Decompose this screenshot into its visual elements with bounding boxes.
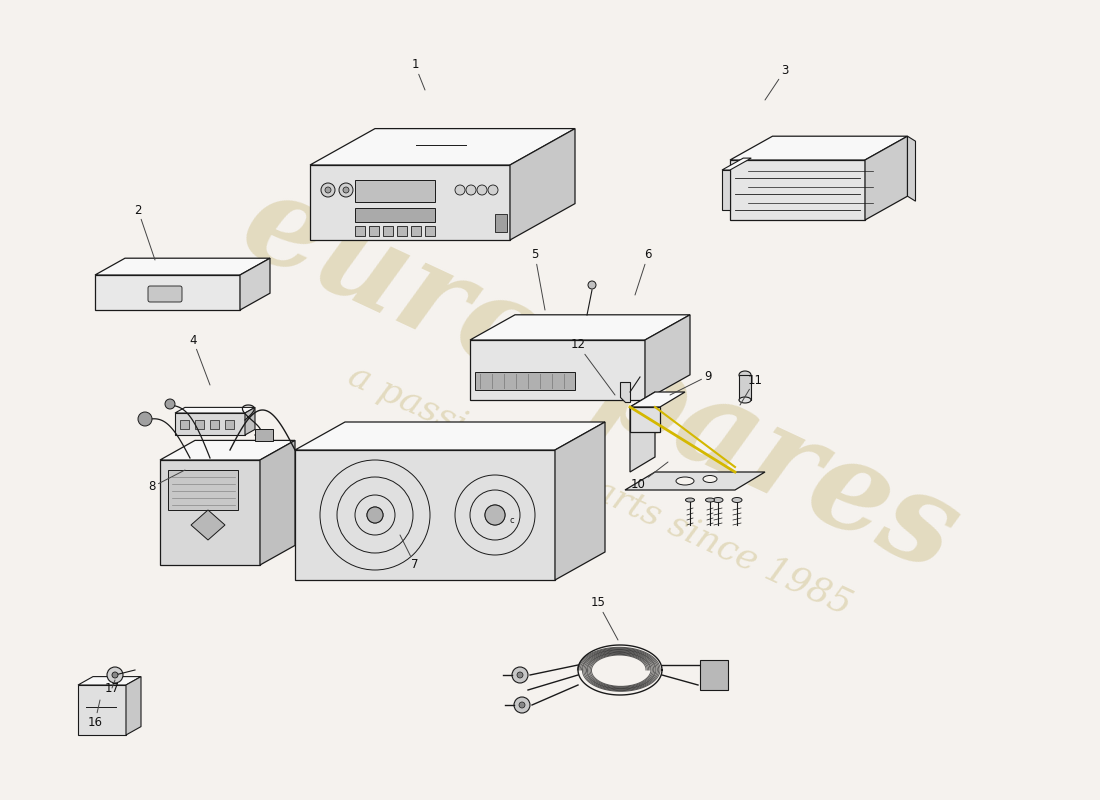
Circle shape [455, 185, 465, 195]
FancyBboxPatch shape [195, 420, 204, 429]
FancyBboxPatch shape [397, 226, 407, 236]
FancyBboxPatch shape [168, 470, 238, 510]
Polygon shape [620, 382, 630, 402]
Text: 11: 11 [740, 374, 762, 405]
FancyBboxPatch shape [383, 226, 393, 236]
Circle shape [517, 672, 522, 678]
FancyBboxPatch shape [495, 214, 507, 232]
Polygon shape [722, 158, 751, 170]
FancyBboxPatch shape [148, 286, 182, 302]
Circle shape [112, 672, 118, 678]
Text: 5: 5 [531, 249, 544, 310]
Ellipse shape [676, 477, 694, 485]
Text: 3: 3 [764, 63, 789, 100]
Text: 7: 7 [400, 535, 419, 571]
Polygon shape [175, 413, 245, 435]
Text: 6: 6 [635, 249, 651, 295]
Ellipse shape [703, 475, 717, 482]
Circle shape [165, 399, 175, 409]
Polygon shape [191, 510, 225, 540]
Polygon shape [470, 340, 645, 400]
Polygon shape [630, 392, 685, 407]
Polygon shape [95, 275, 240, 310]
FancyBboxPatch shape [255, 429, 273, 441]
Text: 17: 17 [104, 680, 120, 694]
Circle shape [588, 281, 596, 289]
FancyBboxPatch shape [226, 420, 234, 429]
Text: c: c [510, 516, 515, 525]
Polygon shape [556, 422, 605, 580]
Text: 9: 9 [670, 370, 712, 395]
Text: 4: 4 [189, 334, 210, 385]
Polygon shape [95, 258, 270, 275]
Circle shape [321, 183, 336, 197]
Circle shape [466, 185, 476, 195]
Polygon shape [630, 407, 660, 432]
Polygon shape [310, 129, 575, 165]
Polygon shape [160, 460, 260, 565]
Polygon shape [510, 129, 575, 240]
Ellipse shape [705, 498, 715, 502]
Bar [739, 375, 751, 400]
Polygon shape [240, 258, 270, 310]
Ellipse shape [739, 371, 751, 379]
Text: 15: 15 [591, 597, 618, 640]
Circle shape [485, 505, 505, 525]
Polygon shape [722, 170, 730, 210]
Polygon shape [295, 450, 556, 580]
Text: 12: 12 [571, 338, 615, 395]
Polygon shape [470, 314, 690, 340]
Circle shape [138, 412, 152, 426]
Circle shape [339, 183, 353, 197]
FancyBboxPatch shape [475, 372, 575, 390]
Polygon shape [126, 677, 141, 735]
Polygon shape [908, 136, 915, 202]
FancyBboxPatch shape [355, 180, 434, 202]
Ellipse shape [739, 397, 751, 403]
Ellipse shape [685, 498, 694, 502]
Circle shape [512, 667, 528, 683]
Polygon shape [730, 160, 865, 220]
Circle shape [477, 185, 487, 195]
FancyBboxPatch shape [355, 226, 365, 236]
Circle shape [367, 507, 383, 523]
Circle shape [324, 187, 331, 193]
FancyBboxPatch shape [368, 226, 379, 236]
Text: 16: 16 [88, 700, 102, 729]
Circle shape [488, 185, 498, 195]
FancyBboxPatch shape [180, 420, 189, 429]
Polygon shape [160, 440, 295, 460]
Circle shape [514, 697, 530, 713]
Circle shape [343, 187, 349, 193]
Polygon shape [295, 422, 605, 450]
Text: 1: 1 [411, 58, 425, 90]
Text: 10: 10 [630, 462, 668, 491]
FancyBboxPatch shape [700, 660, 728, 690]
FancyBboxPatch shape [411, 226, 421, 236]
Text: 2: 2 [134, 203, 155, 260]
Text: a passion for parts since 1985: a passion for parts since 1985 [343, 358, 857, 622]
Polygon shape [310, 165, 510, 240]
Text: 8: 8 [148, 470, 185, 494]
FancyBboxPatch shape [210, 420, 219, 429]
Polygon shape [645, 314, 690, 400]
Polygon shape [78, 685, 126, 735]
FancyBboxPatch shape [355, 208, 434, 222]
Polygon shape [630, 392, 654, 472]
Polygon shape [175, 407, 255, 413]
Polygon shape [865, 136, 907, 220]
Text: eurospares: eurospares [223, 162, 977, 598]
Polygon shape [625, 472, 764, 490]
Ellipse shape [732, 498, 742, 502]
Ellipse shape [713, 498, 723, 502]
Polygon shape [78, 677, 141, 685]
Polygon shape [730, 136, 908, 160]
FancyBboxPatch shape [425, 226, 435, 236]
Polygon shape [260, 440, 295, 565]
Polygon shape [245, 407, 255, 435]
Circle shape [107, 667, 123, 683]
Circle shape [519, 702, 525, 708]
